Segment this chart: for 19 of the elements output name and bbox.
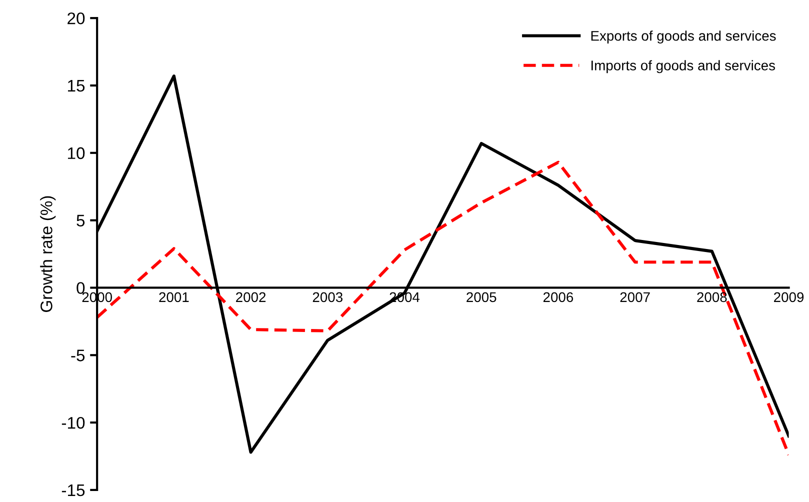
x-tick-label: 2001 <box>159 292 189 302</box>
y-tick-label: 15 <box>68 80 85 92</box>
y-axis-title: Growth rate (%) <box>40 196 56 312</box>
y-tick-label: 10 <box>68 147 85 160</box>
y-tick-label: -5 <box>71 350 85 362</box>
y-tick-label: 20 <box>68 12 85 24</box>
x-tick-label: 2002 <box>236 292 266 302</box>
legend-label: Imports of goods and services <box>592 60 776 74</box>
x-tick-label: 2006 <box>543 292 574 302</box>
x-tick-label: 2005 <box>466 292 496 302</box>
y-tick-label: 0 <box>76 282 85 294</box>
y-tick-label: 5 <box>76 214 85 227</box>
x-tick-label: 2009 <box>774 292 804 302</box>
legend-label: Exports of goods and services <box>591 30 776 44</box>
x-tick-label: 2007 <box>620 292 650 302</box>
x-tick-label: 2008 <box>697 292 727 302</box>
y-tick-label: -15 <box>62 484 85 496</box>
x-tick-label: 2003 <box>312 292 342 302</box>
y-tick-label: -10 <box>62 416 85 429</box>
